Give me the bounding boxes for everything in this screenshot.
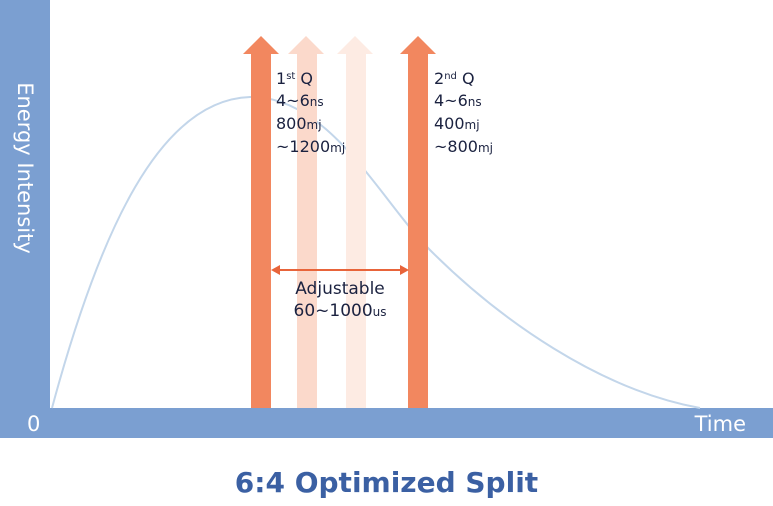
pulse-arrow-2nd [400, 36, 436, 408]
x-axis-label: Time [694, 412, 746, 436]
pulse-arrow-1st [243, 36, 279, 408]
origin-label: 0 [27, 412, 41, 436]
pulse-label-2nd: 2nd Q 4~6ns 400mj ~800mj [434, 68, 493, 159]
pulse-2-title: 2nd Q [434, 69, 475, 88]
faded-pulse-arrow-2 [337, 36, 373, 408]
interval-label: Adjustable 60~1000us [294, 278, 387, 323]
pulse-2-energy-min: 400mj [434, 114, 480, 133]
interval-double-arrow [271, 265, 409, 275]
pulse-1-title: 1st Q [276, 69, 314, 88]
pulse-2-energy-max: ~800mj [434, 137, 493, 156]
pulse-1-duration: 4~6ns [276, 91, 324, 110]
diagram-caption: 6:4 Optimized Split [234, 466, 539, 499]
interval-title: Adjustable [295, 279, 385, 299]
interval-range: 60~1000us [293, 301, 387, 321]
x-axis-band [0, 408, 773, 438]
pulse-label-1st: 1st Q 4~6ns 800mj ~1200mj [276, 68, 345, 159]
y-axis-band [0, 0, 50, 438]
energy-curve [51, 95, 701, 409]
pulse-1-energy-max: ~1200mj [276, 137, 346, 156]
pulse-1-energy-min: 800mj [276, 114, 322, 133]
y-axis-label: Energy Intensity [13, 82, 37, 254]
faded-pulse-arrow-1 [288, 36, 324, 408]
pulse-2-duration: 4~6ns [434, 91, 482, 110]
